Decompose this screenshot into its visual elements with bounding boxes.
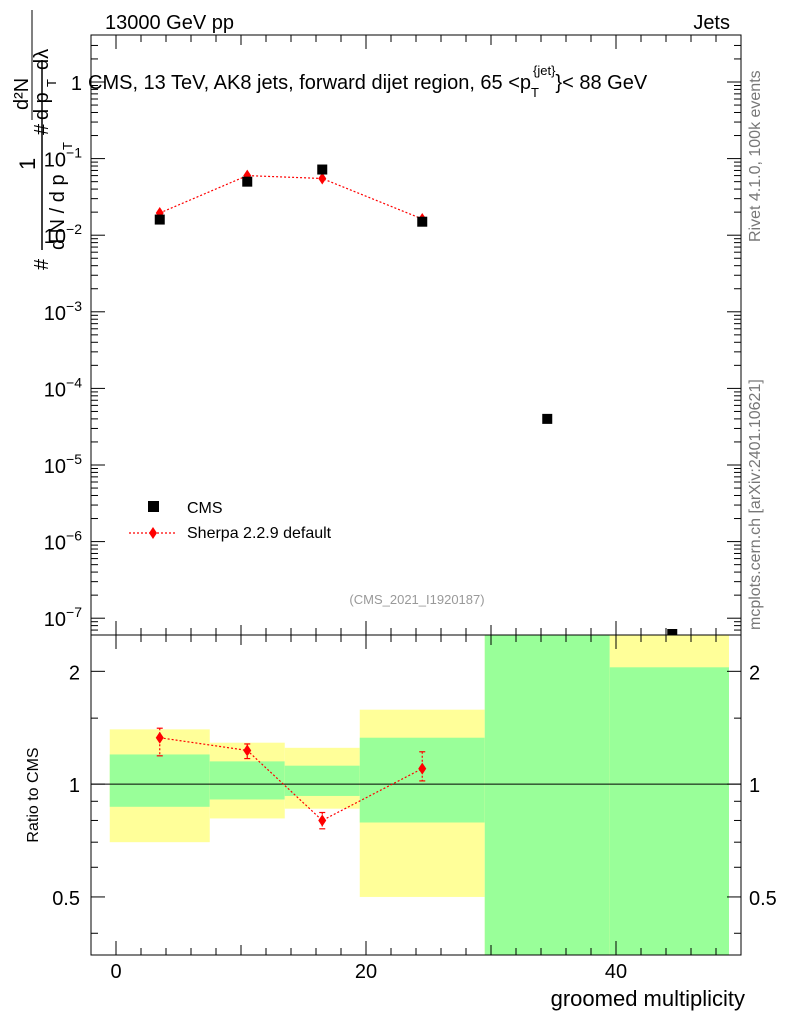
title-sub: T — [531, 85, 539, 100]
ratio-sherpa-point — [318, 814, 327, 827]
ratio-sherpa-point — [243, 744, 252, 757]
ratio-sherpa-point — [418, 762, 427, 775]
y-tick-exponent: −4 — [66, 374, 82, 390]
y-tick-label: 10−3 — [44, 298, 82, 325]
y-tick-label: 10−4 — [44, 374, 82, 401]
header-jets-label: Jets — [693, 12, 730, 34]
ratio-band-green — [209, 761, 285, 800]
cms-point — [542, 413, 553, 424]
ratio-band-green — [284, 765, 360, 796]
y-tick-base: 10 — [44, 533, 66, 555]
y-tick-base: 10 — [44, 456, 66, 478]
ylabel-numerator-2: d²N — [11, 78, 33, 110]
sherpa-line — [159, 174, 423, 220]
y-tick-label: 10−7 — [44, 604, 82, 631]
ratio-sherpa-point — [155, 731, 164, 744]
ylabel-one: 1 — [15, 158, 40, 170]
y-tick-base: 10 — [44, 226, 66, 248]
ratio-y-tick-label-right: 2 — [749, 662, 760, 684]
title-main: CMS, 13 TeV, AK8 jets, forward dijet reg… — [88, 72, 531, 94]
ylabel-hash: # — [31, 258, 53, 270]
analysis-watermark: (CMS_2021_I1920187) — [349, 592, 484, 607]
ylabel-denominator-1-sub: T — [60, 142, 75, 150]
ratio-y-tick-label-left: 1 — [69, 775, 80, 797]
y-tick-label: 10−5 — [44, 451, 82, 478]
ratio-band-green — [484, 635, 610, 955]
ylabel-denominator-2-sub: T — [44, 79, 59, 87]
y-tick-exponent: −7 — [66, 604, 82, 620]
y-tick-exponent: −6 — [66, 528, 82, 544]
x-tick-label: 20 — [355, 961, 377, 983]
cms-point — [317, 164, 328, 175]
side-rivet-label: Rivet 4.1.0, 100k events — [747, 70, 764, 242]
y-tick-label: 10−6 — [44, 528, 82, 555]
x-tick-label: 40 — [605, 961, 627, 983]
cms-point — [417, 216, 428, 227]
title-tail: }< 88 GeV — [555, 72, 647, 94]
y-tick-exponent: −2 — [66, 221, 82, 237]
side-url-label: mcplots.cern.ch [arXiv:2401.10621] — [747, 379, 764, 630]
y-tick-base: 10 — [44, 379, 66, 401]
ylabel-denominator-2: d p — [31, 92, 53, 120]
legend-cms-label: CMS — [187, 500, 223, 517]
ylabel-denominator-2-tail: dλ — [31, 49, 53, 70]
y-tick-label: 1 — [71, 73, 82, 95]
x-axis-label: groomed multiplicity — [551, 986, 745, 1011]
ratio-y-tick-label-left: 0.5 — [52, 888, 80, 910]
cms-point — [242, 176, 253, 187]
ylabel-denominator-1: d N / d p — [47, 174, 69, 250]
x-tick-label: 0 — [110, 961, 121, 983]
ratio-sherpa-line — [159, 737, 423, 822]
ylabel-hash-2: # — [31, 123, 53, 135]
header-energy-label: 13000 GeV pp — [105, 12, 234, 34]
ratio-y-tick-label-right: 1 — [749, 775, 760, 797]
legend-cms-marker — [148, 501, 159, 512]
ratio-y-tick-label-left: 2 — [69, 662, 80, 684]
y-tick-base: 10 — [44, 150, 66, 172]
ratio-y-axis-label: Ratio to CMS — [25, 747, 42, 842]
y-tick-exponent: −5 — [66, 451, 82, 467]
y-tick-base: 10 — [44, 609, 66, 631]
sherpa-point — [318, 172, 327, 185]
ratio-band-green — [109, 754, 210, 807]
ratio-band-green — [609, 667, 729, 955]
y-tick-label: 10−2 — [44, 221, 82, 248]
y-tick-label: 10−1 — [44, 145, 82, 172]
main-frame — [90, 34, 742, 636]
ratio-y-tick-label-right: 0.5 — [749, 888, 777, 910]
cms-point — [154, 214, 165, 225]
title-sup: {jet} — [533, 63, 556, 78]
cms-point — [667, 629, 678, 639]
main-title: CMS, 13 TeV, AK8 jets, forward dijet reg… — [88, 63, 648, 100]
legend-sherpa-marker — [149, 527, 157, 539]
y-tick-exponent: −1 — [66, 145, 82, 161]
y-tick-base: 10 — [44, 303, 66, 325]
y-tick-exponent: −3 — [66, 298, 82, 314]
legend-sherpa-label: Sherpa 2.2.9 default — [187, 525, 332, 542]
